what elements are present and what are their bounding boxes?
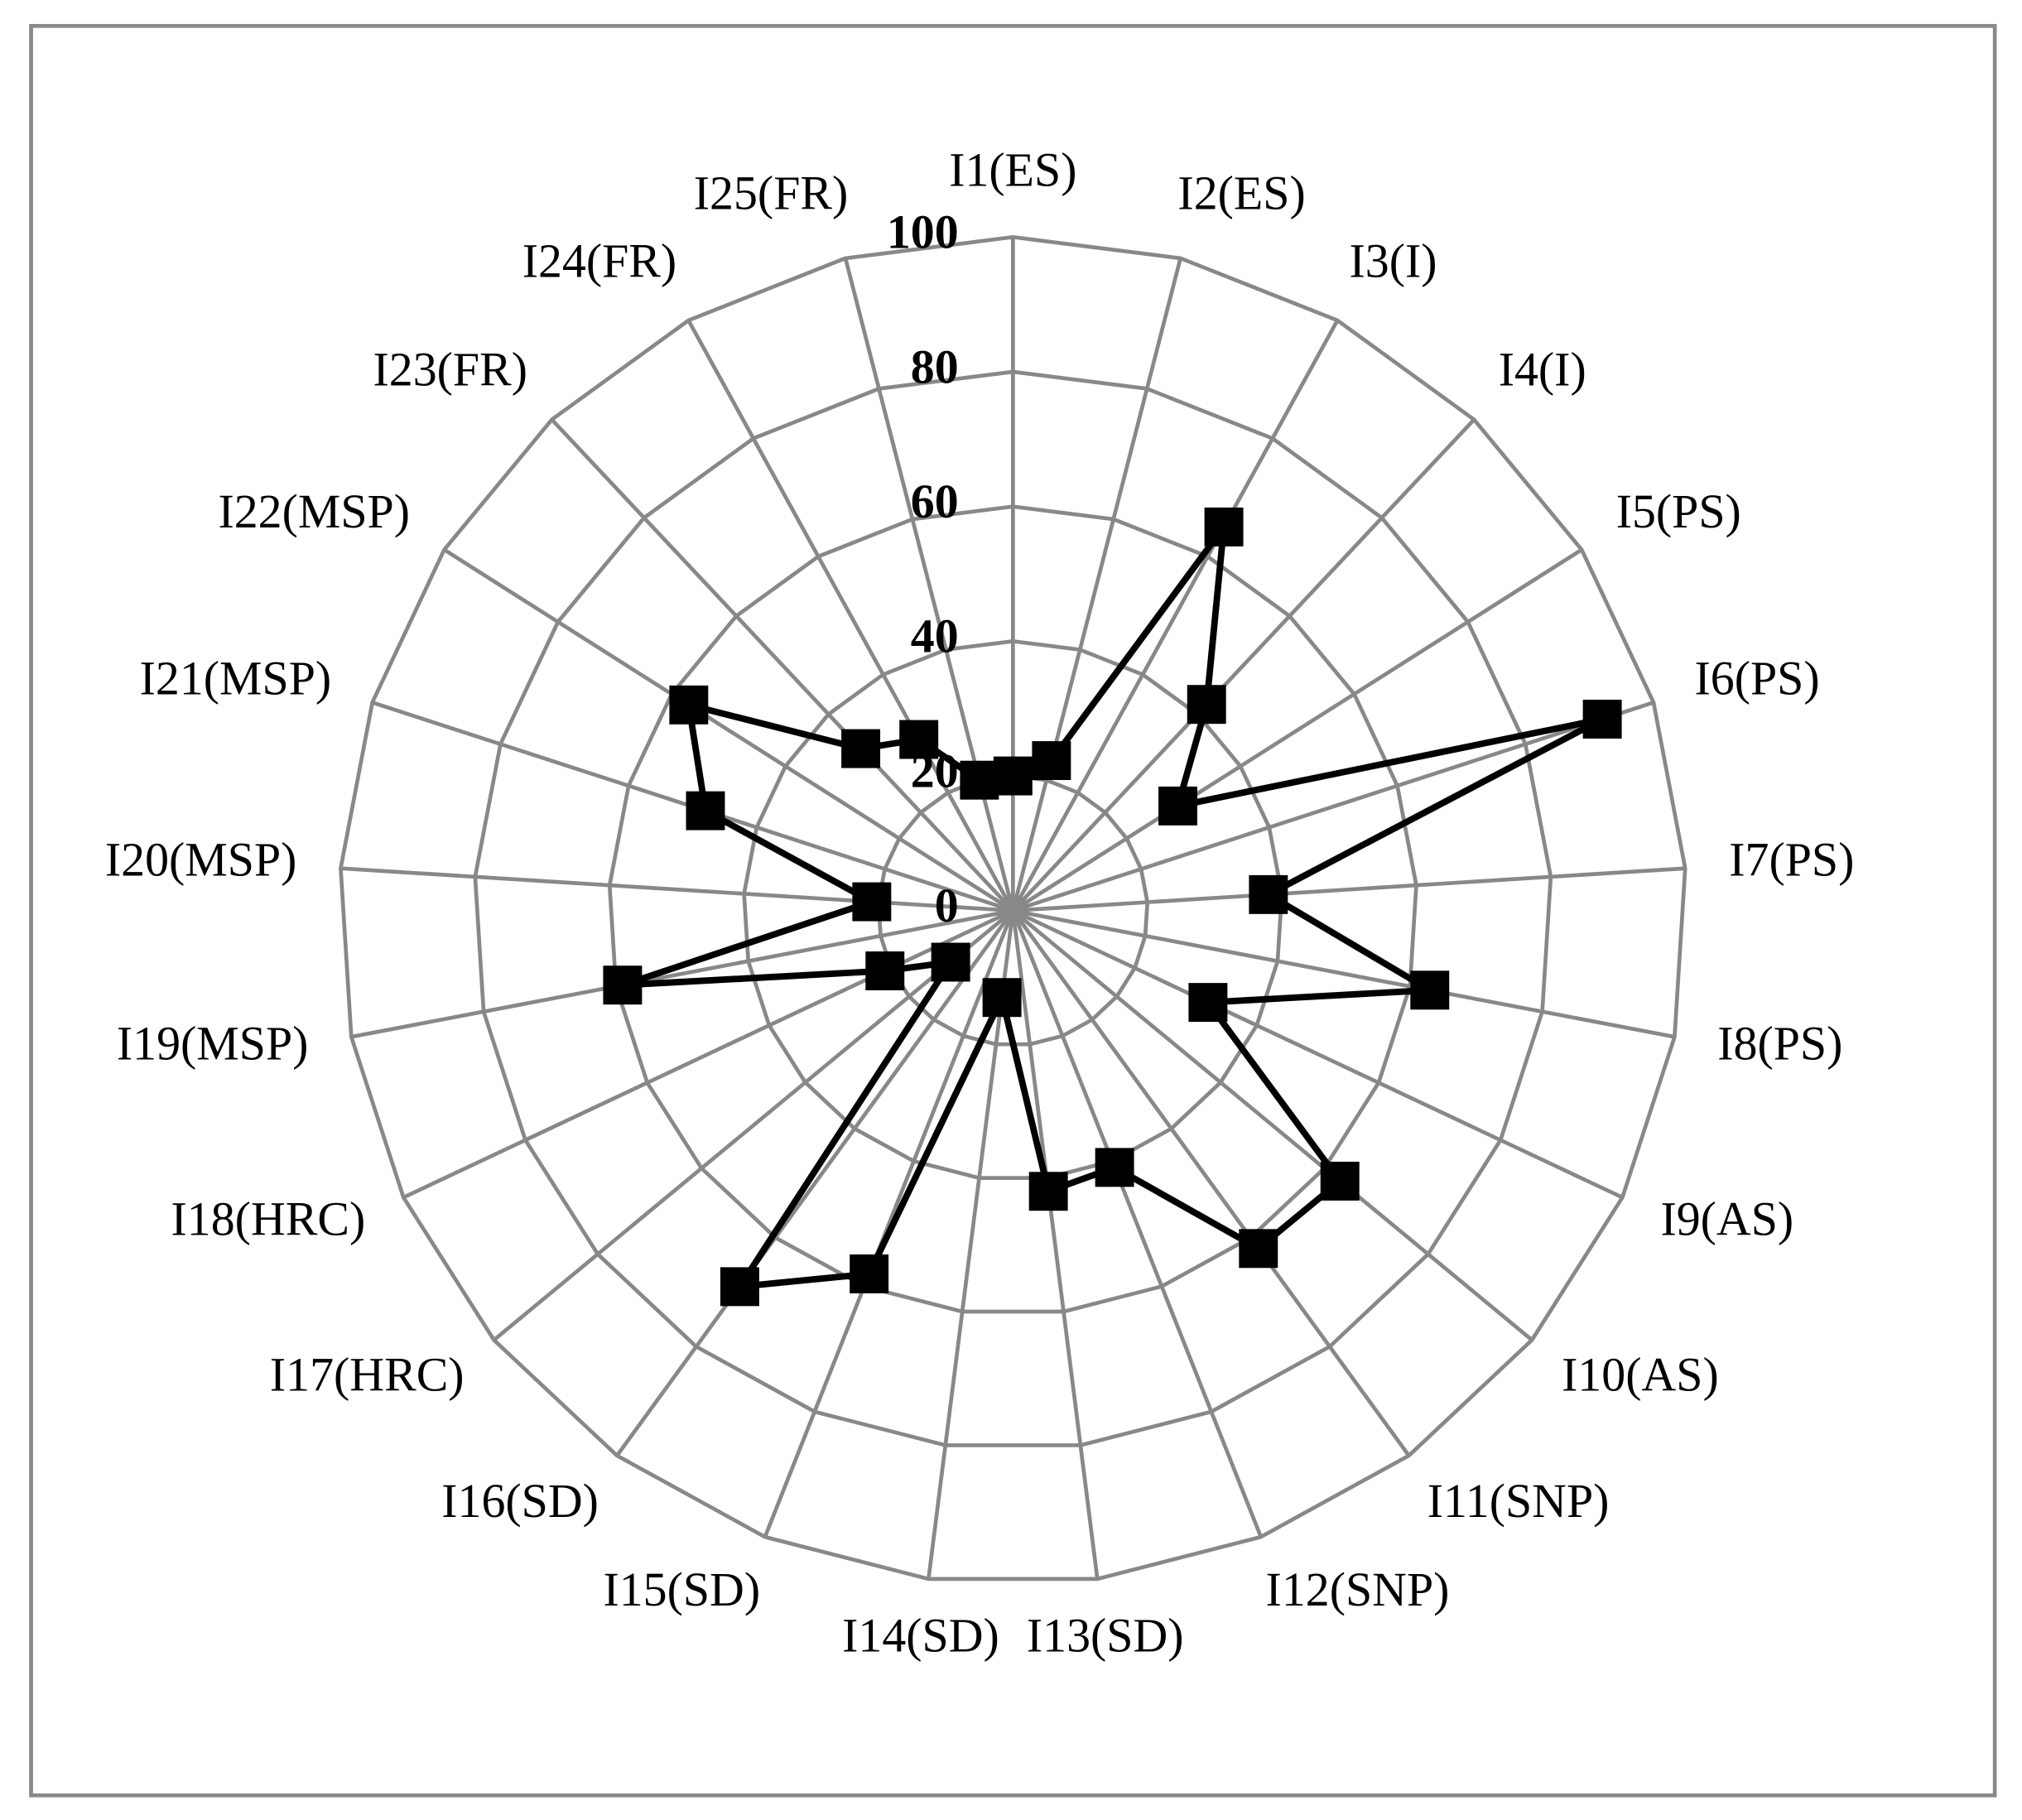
marker	[1187, 685, 1226, 725]
marker	[686, 791, 725, 831]
axis-label: I23(FR)	[373, 342, 527, 396]
spoke	[1011, 910, 1100, 1580]
marker	[852, 882, 892, 922]
marker	[931, 942, 970, 982]
marker	[1249, 874, 1288, 914]
marker	[899, 720, 939, 759]
axis-label: I18(HRC)	[171, 1192, 366, 1245]
axis-label: I17(HRC)	[270, 1347, 465, 1401]
axis-label: I2(ES)	[1177, 166, 1305, 219]
marker	[1410, 970, 1450, 1010]
axis-label: I12(SNP)	[1266, 1562, 1450, 1616]
axis-label: I3(I)	[1350, 234, 1437, 287]
marker	[669, 685, 709, 725]
marker	[841, 729, 881, 768]
spoke	[927, 910, 1015, 1580]
marker	[720, 1267, 759, 1307]
axis-label: I9(AS)	[1660, 1192, 1793, 1245]
spoke	[402, 908, 1014, 1200]
axis-label: I19(MSP)	[117, 1017, 309, 1071]
y-tick-label: 80	[911, 339, 959, 393]
marker	[1320, 1161, 1360, 1201]
grid-ring	[473, 369, 1553, 1447]
marker	[1239, 1229, 1278, 1269]
marks	[603, 507, 1622, 1307]
marker	[1032, 741, 1071, 781]
y-tick-label: 60	[911, 474, 959, 528]
marker	[993, 756, 1033, 796]
axis-label: I24(FR)	[522, 234, 676, 287]
spoke	[1012, 908, 1675, 1039]
axis-label: I14(SD)	[842, 1609, 999, 1663]
spoke	[843, 258, 1015, 912]
spoke	[1013, 866, 1686, 913]
spoke	[1011, 418, 1476, 912]
axis-label: I8(PS)	[1717, 1017, 1842, 1071]
spoke	[1011, 909, 1263, 1538]
axis-label: I1(ES)	[949, 142, 1076, 196]
spoke	[1012, 908, 1624, 1200]
spoke	[1011, 908, 1533, 1342]
axis-label: I15(SD)	[603, 1562, 760, 1616]
axis-label: I13(SD)	[1027, 1609, 1184, 1663]
spoke	[350, 908, 1013, 1039]
spoke	[1012, 547, 1583, 912]
spoke	[763, 909, 1015, 1538]
axis-label: I22(MSP)	[218, 484, 410, 538]
spoke	[1012, 701, 1654, 913]
y-tick-label: 40	[911, 609, 959, 663]
spoke	[1011, 258, 1182, 912]
axis-label: I7(PS)	[1729, 832, 1854, 886]
marker	[982, 978, 1022, 1018]
spoke	[615, 909, 1015, 1457]
grid: I1(ES) I2(ES) I3(I) I4(I) I5(PS) I6(PS) I7(PS)…	[105, 142, 1855, 1662]
axis-label: I10(AS)	[1562, 1347, 1719, 1401]
grid-ring	[339, 234, 1687, 1582]
marker	[865, 951, 905, 990]
spoke	[493, 908, 1014, 1342]
axis-label: I20(MSP)	[105, 832, 297, 886]
spoke	[686, 319, 1015, 912]
marker	[850, 1254, 889, 1293]
grid-ring	[742, 639, 1284, 1180]
spoke	[1011, 319, 1340, 912]
y-tick-label: 100	[887, 205, 959, 259]
spoke	[340, 866, 1013, 913]
marker	[1204, 507, 1244, 546]
marker	[960, 760, 999, 800]
spoke	[550, 418, 1015, 912]
y-tick-label: 0	[935, 879, 959, 932]
marker	[1188, 983, 1228, 1023]
marker	[1158, 786, 1197, 826]
marker	[1582, 700, 1622, 739]
axis-label: I16(SD)	[441, 1474, 599, 1528]
spoke	[1011, 909, 1411, 1457]
axis-label: I21(MSP)	[140, 651, 332, 705]
axis-label: I11(SNP)	[1427, 1474, 1610, 1528]
marker	[603, 965, 643, 1005]
marker	[1095, 1148, 1134, 1187]
axis-label: I25(FR)	[694, 166, 848, 219]
axis-label: I6(PS)	[1695, 651, 1820, 705]
axis-label: I4(I)	[1499, 342, 1586, 396]
grid-ring	[607, 504, 1418, 1314]
axis-label: I5(PS)	[1616, 484, 1741, 538]
marker	[1028, 1172, 1068, 1211]
spoke	[443, 547, 1014, 912]
